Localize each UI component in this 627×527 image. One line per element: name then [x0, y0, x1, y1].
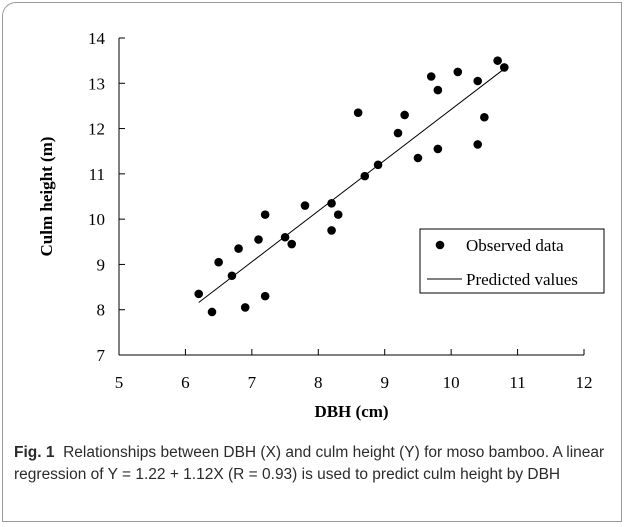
- data-point: [360, 171, 370, 181]
- axes: [118, 37, 585, 356]
- data-point: [280, 232, 290, 242]
- data-point: [194, 289, 204, 299]
- data-point: [433, 144, 443, 154]
- x-tick-label: 7: [248, 373, 257, 392]
- x-tick-label: 9: [380, 373, 389, 392]
- legend-label-predicted: Predicted values: [466, 270, 578, 289]
- legend: Observed data Predicted values: [419, 228, 605, 294]
- data-point: [393, 128, 403, 138]
- tick-labels: 7 8 9 10 11 12 13 14 5 6 7 8 9 10 11 12: [88, 29, 593, 392]
- data-point: [327, 226, 336, 235]
- scatter-chart: 7 8 9 10 11 12 13 14 5 6 7 8 9 10 11 12 DBH (cm) Culm h…: [37, 29, 605, 421]
- data-point: [373, 160, 383, 170]
- y-tick-label: 7: [97, 346, 106, 365]
- data-point: [214, 257, 223, 267]
- caption-text: Relationships between DBH (X) and culm h…: [14, 444, 605, 483]
- y-tick-label: 10: [88, 210, 105, 229]
- data-point: [260, 210, 270, 219]
- data-point: [254, 235, 263, 244]
- data-point: [234, 244, 243, 253]
- legend-marker-observed: [435, 240, 445, 250]
- data-point: [433, 85, 443, 95]
- figure-caption: Fig. 1 Relationships between DBH (X) and…: [14, 442, 610, 486]
- data-point: [453, 67, 463, 77]
- data-point: [473, 140, 483, 149]
- y-tick-label: 12: [88, 120, 105, 139]
- x-axis-label: DBH (cm): [314, 402, 388, 421]
- data-point: [300, 201, 310, 210]
- x-tick-label: 8: [314, 373, 323, 392]
- data-point: [287, 239, 297, 249]
- data-point: [480, 112, 489, 122]
- legend-label-observed: Observed data: [466, 236, 564, 255]
- y-tick-label: 13: [88, 74, 105, 93]
- data-point: [260, 291, 270, 301]
- y-tick-label: 9: [97, 255, 106, 274]
- data-point: [413, 153, 423, 163]
- data-point: [493, 56, 502, 65]
- y-tick-label: 11: [89, 165, 105, 184]
- data-point: [227, 271, 237, 281]
- data-point: [207, 307, 217, 317]
- y-tick-label: 14: [88, 29, 106, 48]
- regression-line: [198, 68, 505, 303]
- y-tick-label: 8: [97, 301, 106, 320]
- data-point: [240, 303, 250, 312]
- data-point: [426, 72, 436, 81]
- data-point: [473, 76, 483, 86]
- data-marks: [194, 56, 509, 317]
- x-tick-label: 11: [509, 373, 525, 392]
- x-tick-label: 5: [115, 373, 124, 392]
- data-point: [400, 110, 409, 120]
- x-tick-label: 12: [576, 373, 593, 392]
- caption-label: Fig. 1: [14, 444, 55, 461]
- data-point: [333, 210, 343, 219]
- data-point: [327, 198, 336, 208]
- x-tick-label: 6: [181, 373, 190, 392]
- data-point: [499, 63, 509, 72]
- data-point: [353, 108, 363, 118]
- legend-box: [419, 228, 605, 294]
- y-axis-label: Culm height (m): [37, 137, 56, 257]
- x-tick-label: 10: [443, 373, 460, 392]
